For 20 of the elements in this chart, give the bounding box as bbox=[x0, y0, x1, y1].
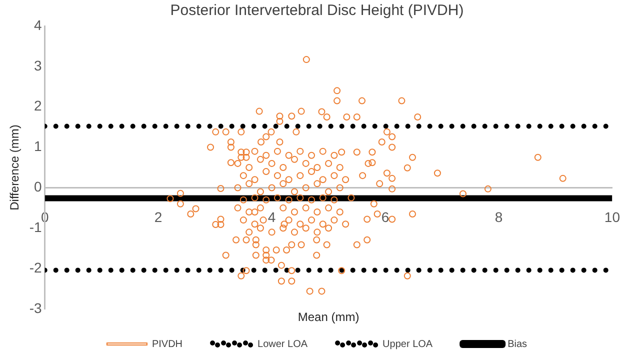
legend-label: Upper LOA bbox=[382, 338, 433, 350]
x-tick-label: 4 bbox=[268, 208, 276, 225]
y-axis-title: Difference (mm) bbox=[8, 124, 22, 210]
x-tick-label: 10 bbox=[604, 208, 620, 225]
legend-label: Bias bbox=[508, 338, 528, 350]
x-tick-label: 6 bbox=[381, 208, 390, 225]
legend-label: PIVDH bbox=[152, 338, 183, 350]
x-axis-title: Mean (mm) bbox=[298, 310, 360, 324]
y-tick-label: -2 bbox=[29, 259, 42, 276]
y-tick-label: 3 bbox=[34, 57, 42, 74]
y-tick-label: 4 bbox=[34, 16, 42, 33]
x-tick-label: 2 bbox=[154, 208, 162, 225]
y-tick-label: 1 bbox=[34, 138, 42, 154]
y-tick-label: 2 bbox=[34, 98, 42, 114]
y-tick-label: -3 bbox=[29, 300, 42, 316]
chart-title: Posterior Intervertebral Disc Height (PIVDH) bbox=[170, 2, 464, 20]
legend-label: Lower LOA bbox=[258, 338, 308, 350]
x-tick-label: 8 bbox=[494, 208, 503, 225]
y-tick-label: -1 bbox=[29, 219, 42, 235]
y-tick-label: 0 bbox=[34, 178, 42, 195]
